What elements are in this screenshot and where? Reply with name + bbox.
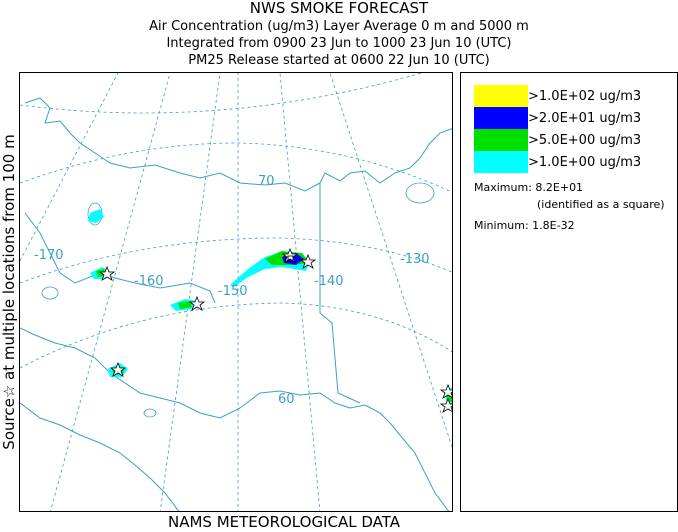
banks-island [405,182,435,204]
coastline [20,97,452,511]
legend-label: >2.0E+01 ug/m3 [528,110,642,126]
smoke-map: 70 60 -170 -160 -150 -140 -130 [19,72,453,512]
smoke-plumes [88,209,452,407]
islands [41,182,435,418]
concentration-line: Air Concentration (ug/m3) Layer Average … [149,19,529,34]
lon-label-130: -130 [400,252,430,267]
lon-label-150: -150 [218,284,248,299]
border-line-2 [337,392,361,404]
lon-line-140 [279,73,321,511]
nunivak-island [41,286,59,300]
release-start-line: PM25 Release started at 0600 22 Jun 10 (… [188,53,490,68]
legend-label: >1.0E+02 ug/m3 [528,88,642,104]
source-star [439,383,452,399]
source-star [299,253,317,269]
source-star [281,247,299,263]
lat-line-70 [20,142,452,193]
meteorological-data-footer: NAMS METEOROLOGICAL DATA [168,513,400,531]
maximum-value: Maximum: 8.2E+01 [474,181,584,194]
source-side-label: Source☆ at multiple locations from 100 m [0,134,18,450]
map-canvas: 70 60 -170 -160 -150 -140 -130 [20,73,452,511]
lon-label-170: -170 [34,248,64,263]
legend-item: >2.0E+01 ug/m3 [474,107,641,129]
lat-label-70: 70 [258,174,275,189]
source-star [109,361,127,377]
lat-line-65 [20,237,452,284]
lon-label-160: -160 [134,274,164,289]
legend-swatch-blue [474,107,528,129]
plume-island [88,209,104,223]
canada-arctic-coast [319,128,452,184]
minimum-value: Minimum: 1.8E-32 [474,219,575,232]
source-star [188,295,206,311]
lat-label-60: 60 [278,392,295,407]
kodiak-island [143,408,157,418]
legend-label: >1.0E+00 ug/m3 [528,154,642,170]
border-line [319,183,339,394]
south-coast [20,327,366,419]
legend-swatch-green [474,129,528,151]
lat-line-60 [20,302,452,369]
panhandle-coast [364,404,450,511]
lon-label-140: -140 [314,274,344,289]
maximum-square [287,255,294,262]
lon-line-160 [50,73,171,511]
legend-item: >1.0E+00 ug/m3 [474,151,641,173]
lat-line-80 [20,73,423,114]
forecast-title: NWS SMOKE FORECAST [249,0,429,17]
source-side-label-container: Source☆ at multiple locations from 100 m [0,72,18,512]
integration-period-line: Integrated from 0900 23 Jun to 1000 23 J… [166,36,512,51]
source-star [439,397,452,413]
legend-swatch-cyan [474,151,528,173]
source-markers [98,247,452,413]
lon-line-150 [159,73,221,511]
legend-label: >5.0E+00 ug/m3 [528,132,642,148]
maximum-note: (identified as a square) [537,198,665,211]
legend-item: >5.0E+00 ug/m3 [474,129,641,151]
legend-item: >1.0E+02 ug/m3 [474,85,641,107]
source-star [98,265,116,281]
lon-line-130 [329,73,452,449]
plume-center-mid [178,301,192,309]
peninsula-coast [20,402,180,511]
legend-panel: >1.0E+02 ug/m3 >2.0E+01 ug/m3 >5.0E+00 u… [460,72,678,512]
graticule [20,73,452,511]
north-coast [24,97,321,192]
lon-line-170 [20,73,119,262]
legend-swatch-yellow [474,85,528,107]
